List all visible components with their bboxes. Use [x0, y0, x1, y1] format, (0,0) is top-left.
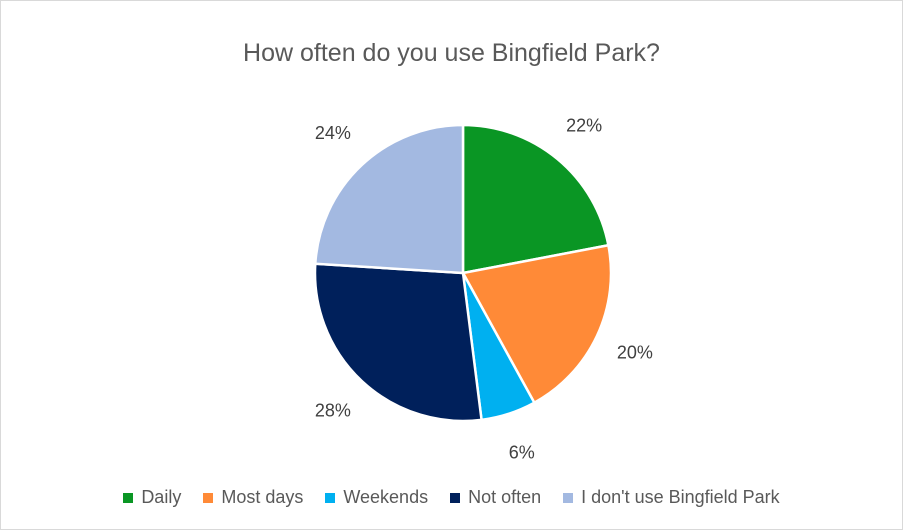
legend-item-daily: Daily	[123, 487, 181, 508]
chart-title: How often do you use Bingfield Park?	[243, 39, 660, 67]
legend-swatch	[563, 492, 574, 503]
pie-slice-daily	[461, 123, 610, 275]
data-label-i-don-t-use-bingfield-park: 24%	[315, 123, 351, 143]
legend-label: Not often	[468, 487, 542, 507]
legend-label: Most days	[221, 487, 304, 507]
data-label-most-days: 20%	[617, 343, 653, 363]
data-label-daily: 22%	[566, 115, 602, 135]
legend-label: Daily	[141, 487, 182, 507]
legend-item-i-don-t-use-bingfield-park: I don't use Bingfield Park	[563, 487, 780, 508]
legend-item-not-often: Not often	[450, 487, 541, 508]
legend-item-most-days: Most days	[203, 487, 303, 508]
legend-item-weekends: Weekends	[325, 487, 428, 508]
data-label-weekends: 6%	[509, 442, 535, 462]
legend-label: I don't use Bingfield Park	[581, 487, 780, 507]
pie-slice-not-often	[313, 262, 483, 423]
data-label-not-often: 28%	[315, 400, 351, 420]
legend: Daily Most days Weekends Not often I don't u…	[1, 487, 902, 508]
legend-swatch	[325, 492, 336, 503]
legend-label: Weekends	[343, 487, 429, 507]
pie-slice-i-don-t-use-bingfield-park	[313, 123, 465, 275]
legend-swatch	[123, 492, 134, 503]
pie-slice-most-days	[461, 243, 613, 405]
legend-swatch	[450, 492, 461, 503]
legend-swatch	[203, 492, 214, 503]
